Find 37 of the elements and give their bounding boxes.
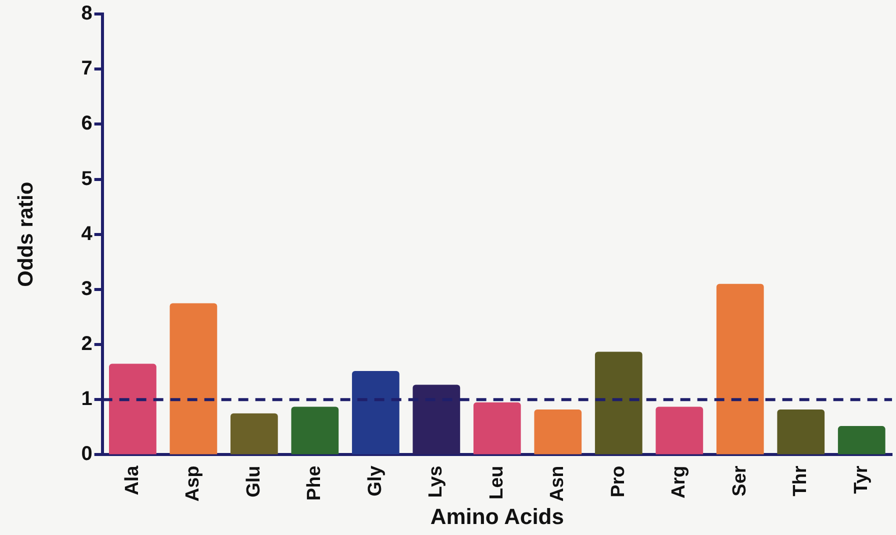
x-tick-label: Arg (668, 466, 690, 498)
bar (534, 410, 582, 454)
x-tick-label: Asn (547, 466, 568, 502)
y-tick-label: 6 (81, 112, 92, 135)
y-tick-label: 7 (81, 58, 92, 80)
bar (716, 284, 764, 454)
bar (170, 303, 218, 454)
x-tick-label: Gly (364, 465, 386, 496)
x-tick-label: Asp (182, 466, 204, 502)
x-tick-label: Tyr (850, 465, 872, 494)
bar (352, 370, 400, 454)
bar (291, 406, 339, 454)
y-tick-label: 8 (81, 2, 92, 25)
x-tick-label: Pro (608, 466, 629, 498)
bar (109, 364, 156, 454)
y-tick-label: 4 (81, 222, 94, 245)
y-tick-label: 5 (81, 168, 92, 190)
x-tick-label: Lys (426, 466, 447, 498)
y-axis-title: Odds ratio (14, 182, 38, 287)
bar (777, 410, 825, 454)
bar (594, 352, 642, 454)
bar (230, 413, 278, 454)
y-tick-label: 3 (81, 278, 92, 300)
y-tick-label: 2 (81, 333, 92, 356)
y-tick-label: 0 (81, 443, 92, 466)
x-tick-label: Thr (790, 465, 812, 496)
x-axis-title: Amino Acids (430, 504, 564, 529)
y-tick-label: 1 (81, 388, 92, 410)
x-tick-label: Leu (486, 466, 508, 500)
x-tick-label: Glu (243, 466, 264, 498)
bar (412, 384, 460, 454)
bar (473, 402, 521, 454)
bar (656, 406, 704, 454)
x-tick-label: Ser (729, 465, 750, 496)
x-tick-label: Ala (122, 465, 143, 496)
bar (838, 426, 886, 454)
x-tick-label: Phe (304, 466, 326, 501)
